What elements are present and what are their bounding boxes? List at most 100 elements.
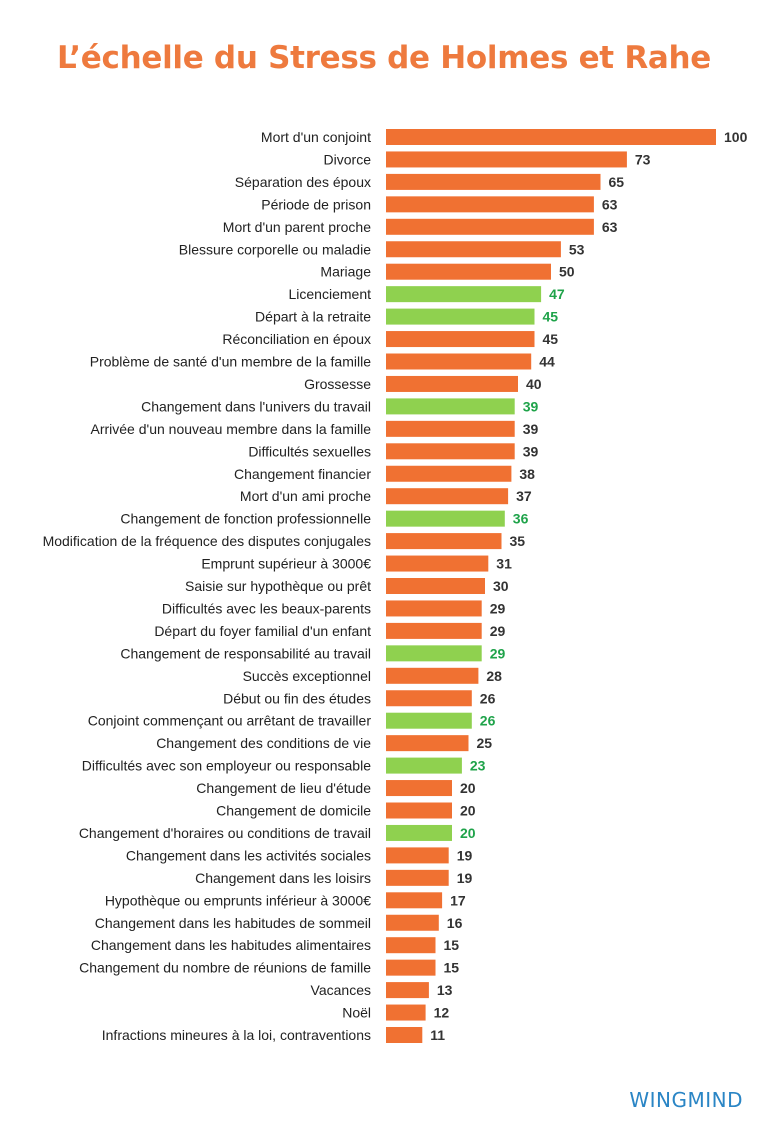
- value-label: 50: [559, 264, 575, 280]
- category-label: Difficultés avec son employeur ou respon…: [82, 758, 371, 774]
- bar-row: Conjoint commençant ou arrêtant de trava…: [88, 712, 496, 729]
- bar-row: Réconciliation en époux 45: [222, 331, 559, 348]
- bar-row: Changement dans les habitudes alimentair…: [91, 937, 460, 954]
- category-label: Grossesse: [304, 376, 371, 392]
- bar-row: Changement financier 38: [234, 465, 535, 482]
- category-label: Succès exceptionnel: [243, 668, 371, 684]
- category-label: Changement dans l'univers du travail: [141, 398, 371, 414]
- bar-row: Changement de lieu d'étude 20: [196, 780, 476, 797]
- bar-row: Infractions mineures à la loi, contraven…: [102, 1027, 445, 1043]
- category-label: Changement d'horaires ou conditions de t…: [79, 825, 371, 841]
- bar: [386, 533, 502, 550]
- bar-row: Changement dans l'univers du travail 39: [141, 398, 539, 415]
- bar-row: Période de prison 63: [261, 196, 618, 213]
- bar: [386, 735, 469, 752]
- bar-row: Divorce 73: [324, 151, 651, 168]
- bar: [386, 510, 505, 527]
- bar-row: Mariage 50: [320, 263, 575, 280]
- category-label: Saisie sur hypothèque ou prêt: [185, 578, 371, 594]
- value-label: 45: [543, 309, 559, 325]
- bar-row: Changement dans les loisirs 19: [195, 869, 473, 886]
- category-label: Mort d'un conjoint: [261, 129, 371, 145]
- value-label: 26: [480, 713, 496, 729]
- category-label: Conjoint commençant ou arrêtant de trava…: [88, 713, 372, 729]
- bar-row: Arrivée d'un nouveau membre dans la fami…: [91, 420, 538, 437]
- bar-row: Mort d'un conjoint 100: [261, 129, 748, 145]
- bar: [386, 690, 472, 707]
- bar-row: Départ à la retraite 45: [255, 308, 559, 325]
- category-label: Mariage: [320, 264, 371, 280]
- bar: [386, 218, 594, 235]
- bar: [386, 959, 436, 976]
- category-label: Réconciliation en époux: [222, 331, 371, 347]
- value-label: 12: [434, 1005, 450, 1021]
- bar: [386, 398, 515, 415]
- bar: [386, 712, 472, 729]
- category-label: Infractions mineures à la loi, contraven…: [102, 1027, 371, 1043]
- category-label: Changement dans les loisirs: [195, 870, 371, 886]
- bar: [386, 1027, 423, 1043]
- category-label: Changement du nombre de réunions de fami…: [79, 960, 371, 976]
- bar: [386, 824, 452, 841]
- bar: [386, 982, 429, 999]
- category-label: Changement dans les activités sociales: [126, 847, 371, 863]
- category-label: Hypothèque ou emprunts inférieur à 3000€: [105, 892, 371, 908]
- bar: [386, 443, 515, 460]
- value-label: 47: [549, 286, 565, 302]
- bar-row: Difficultés avec son employeur ou respon…: [82, 757, 486, 774]
- value-label: 35: [510, 533, 526, 549]
- bar: [386, 1004, 426, 1021]
- value-label: 13: [437, 982, 453, 998]
- category-label: Changement de lieu d'étude: [196, 780, 371, 796]
- value-label: 37: [516, 488, 532, 504]
- value-label: 53: [569, 241, 585, 257]
- value-label: 11: [430, 1027, 445, 1043]
- value-label: 23: [470, 758, 486, 774]
- category-label: Changement de fonction professionnelle: [120, 511, 371, 527]
- category-label: Séparation des époux: [235, 174, 371, 190]
- value-label: 19: [457, 870, 473, 886]
- bar: [386, 375, 518, 392]
- value-label: 28: [486, 668, 502, 684]
- bar: [386, 847, 449, 864]
- category-label: Début ou fin des études: [223, 690, 371, 706]
- value-label: 15: [444, 960, 460, 976]
- bar-row: Saisie sur hypothèque ou prêt 30: [185, 578, 509, 594]
- value-label: 36: [513, 511, 529, 527]
- value-label: 15: [444, 937, 460, 953]
- category-label: Licenciement: [289, 286, 372, 302]
- value-label: 19: [457, 847, 473, 863]
- value-label: 30: [493, 578, 509, 594]
- category-label: Noël: [342, 1005, 371, 1021]
- bar-row: Changement de responsabilité au travail 2…: [120, 645, 505, 662]
- bar: [386, 622, 482, 639]
- bar: [386, 555, 489, 572]
- bar-row: Changement dans les habitudes de sommeil…: [95, 914, 463, 931]
- bar: [386, 241, 561, 258]
- value-label: 39: [523, 398, 539, 414]
- bar-row: Départ du foyer familial d'un enfant 29: [154, 622, 505, 639]
- bar-row: Hypothèque ou emprunts inférieur à 3000€…: [105, 892, 466, 909]
- bar: [386, 286, 542, 303]
- bar-row: Séparation des époux 65: [235, 173, 624, 190]
- bar-row: Modification de la fréquence des dispute…: [43, 533, 526, 550]
- bar-row: Changement dans les activités sociales 19: [126, 847, 473, 864]
- bar: [386, 488, 509, 505]
- value-label: 29: [490, 600, 506, 616]
- bar-row: Mort d'un ami proche 37: [240, 488, 532, 505]
- category-label: Modification de la fréquence des dispute…: [43, 533, 371, 549]
- value-label: 45: [543, 331, 559, 347]
- bar: [386, 892, 443, 909]
- bar: [386, 173, 601, 190]
- bar: [386, 263, 551, 280]
- bar-row: Difficultés sexuelles 39: [248, 443, 538, 460]
- bar-row: Changement de fonction professionnelle 36: [120, 510, 529, 527]
- value-label: 25: [477, 735, 493, 751]
- bar-row: Vacances 13: [311, 982, 453, 999]
- category-label: Période de prison: [261, 196, 371, 212]
- category-label: Changement de domicile: [216, 803, 371, 819]
- bar: [386, 869, 449, 886]
- bar: [386, 465, 512, 482]
- category-label: Changement dans les habitudes de sommeil: [95, 915, 371, 931]
